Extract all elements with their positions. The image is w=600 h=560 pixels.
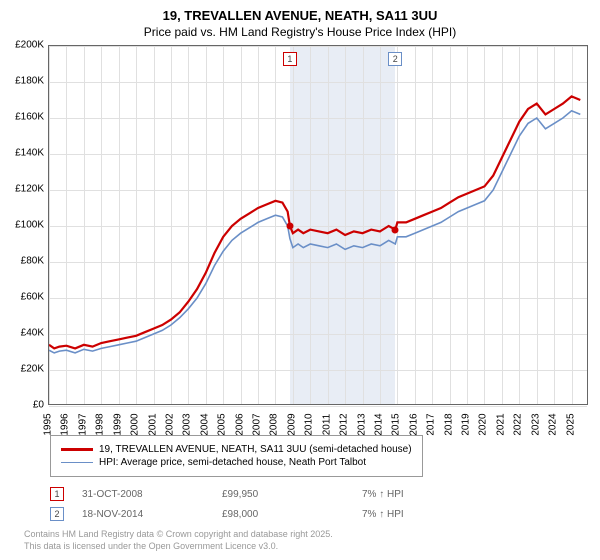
footer-line: Contains HM Land Registry data © Crown c… [24,529,588,541]
x-tick-label: 2003 [182,413,193,435]
x-tick-label: 2006 [234,413,245,435]
x-tick-label: 2018 [443,413,454,435]
x-tick-label: 2004 [199,413,210,435]
y-tick-label: £160K [15,112,44,123]
y-tick-label: £180K [15,76,44,87]
legend-item: HPI: Average price, semi-detached house,… [61,457,412,468]
x-tick-label: 1996 [60,413,71,435]
transaction-row: 131-OCT-2008£99,9507% ↑ HPI [50,487,588,501]
chart-area: 12 £0£20K£40K£60K£80K£100K£120K£140K£160… [48,45,588,417]
x-tick-label: 2000 [130,413,141,435]
x-tick-label: 2005 [217,413,228,435]
x-tick-label: 2024 [548,413,559,435]
footer-line: This data is licensed under the Open Gov… [24,541,588,553]
chart-subtitle: Price paid vs. HM Land Registry's House … [12,25,588,39]
x-tick-label: 2023 [530,413,541,435]
footer: Contains HM Land Registry data © Crown c… [24,529,588,552]
series-line [49,96,580,348]
y-tick-label: £80K [21,256,44,267]
x-tick-label: 2007 [252,413,263,435]
x-tick-label: 1998 [95,413,106,435]
x-tick-label: 2010 [304,413,315,435]
x-tick-label: 2008 [269,413,280,435]
y-tick-label: £120K [15,184,44,195]
x-tick-label: 2020 [478,413,489,435]
x-tick-label: 2009 [286,413,297,435]
series-line [49,111,580,353]
x-tick-label: 1999 [112,413,123,435]
x-tick-label: 2016 [408,413,419,435]
y-tick-label: £40K [21,328,44,339]
y-tick-label: £60K [21,292,44,303]
chart-title: 19, TREVALLEN AVENUE, NEATH, SA11 3UU [12,8,588,23]
chart-marker: 2 [388,52,402,66]
x-tick-label: 2017 [426,413,437,435]
y-tick-label: £140K [15,148,44,159]
y-tick-label: £200K [15,40,44,51]
x-tick-label: 2011 [321,414,332,436]
x-tick-label: 2014 [373,413,384,435]
legend: 19, TREVALLEN AVENUE, NEATH, SA11 3UU (s… [50,435,423,477]
x-tick-label: 2012 [339,413,350,435]
x-tick-label: 2001 [147,413,158,435]
y-tick-label: £20K [21,364,44,375]
legend-item: 19, TREVALLEN AVENUE, NEATH, SA11 3UU (s… [61,444,412,455]
x-tick-label: 2013 [356,413,367,435]
x-tick-label: 2019 [461,413,472,435]
x-tick-label: 2021 [495,413,506,435]
y-tick-label: £0 [33,400,44,411]
data-point-dot [286,223,293,230]
plot: 12 [48,45,588,405]
x-tick-label: 1995 [43,413,54,435]
transaction-row: 218-NOV-2014£98,0007% ↑ HPI [50,507,588,521]
transaction-rows: 131-OCT-2008£99,9507% ↑ HPI 218-NOV-2014£… [50,487,588,521]
x-tick-label: 2015 [391,413,402,435]
y-tick-label: £100K [15,220,44,231]
x-tick-label: 2022 [513,413,524,435]
x-tick-label: 1997 [77,413,88,435]
x-tick-label: 2002 [164,413,175,435]
x-tick-label: 2025 [565,413,576,435]
chart-marker: 1 [283,52,297,66]
data-point-dot [392,226,399,233]
